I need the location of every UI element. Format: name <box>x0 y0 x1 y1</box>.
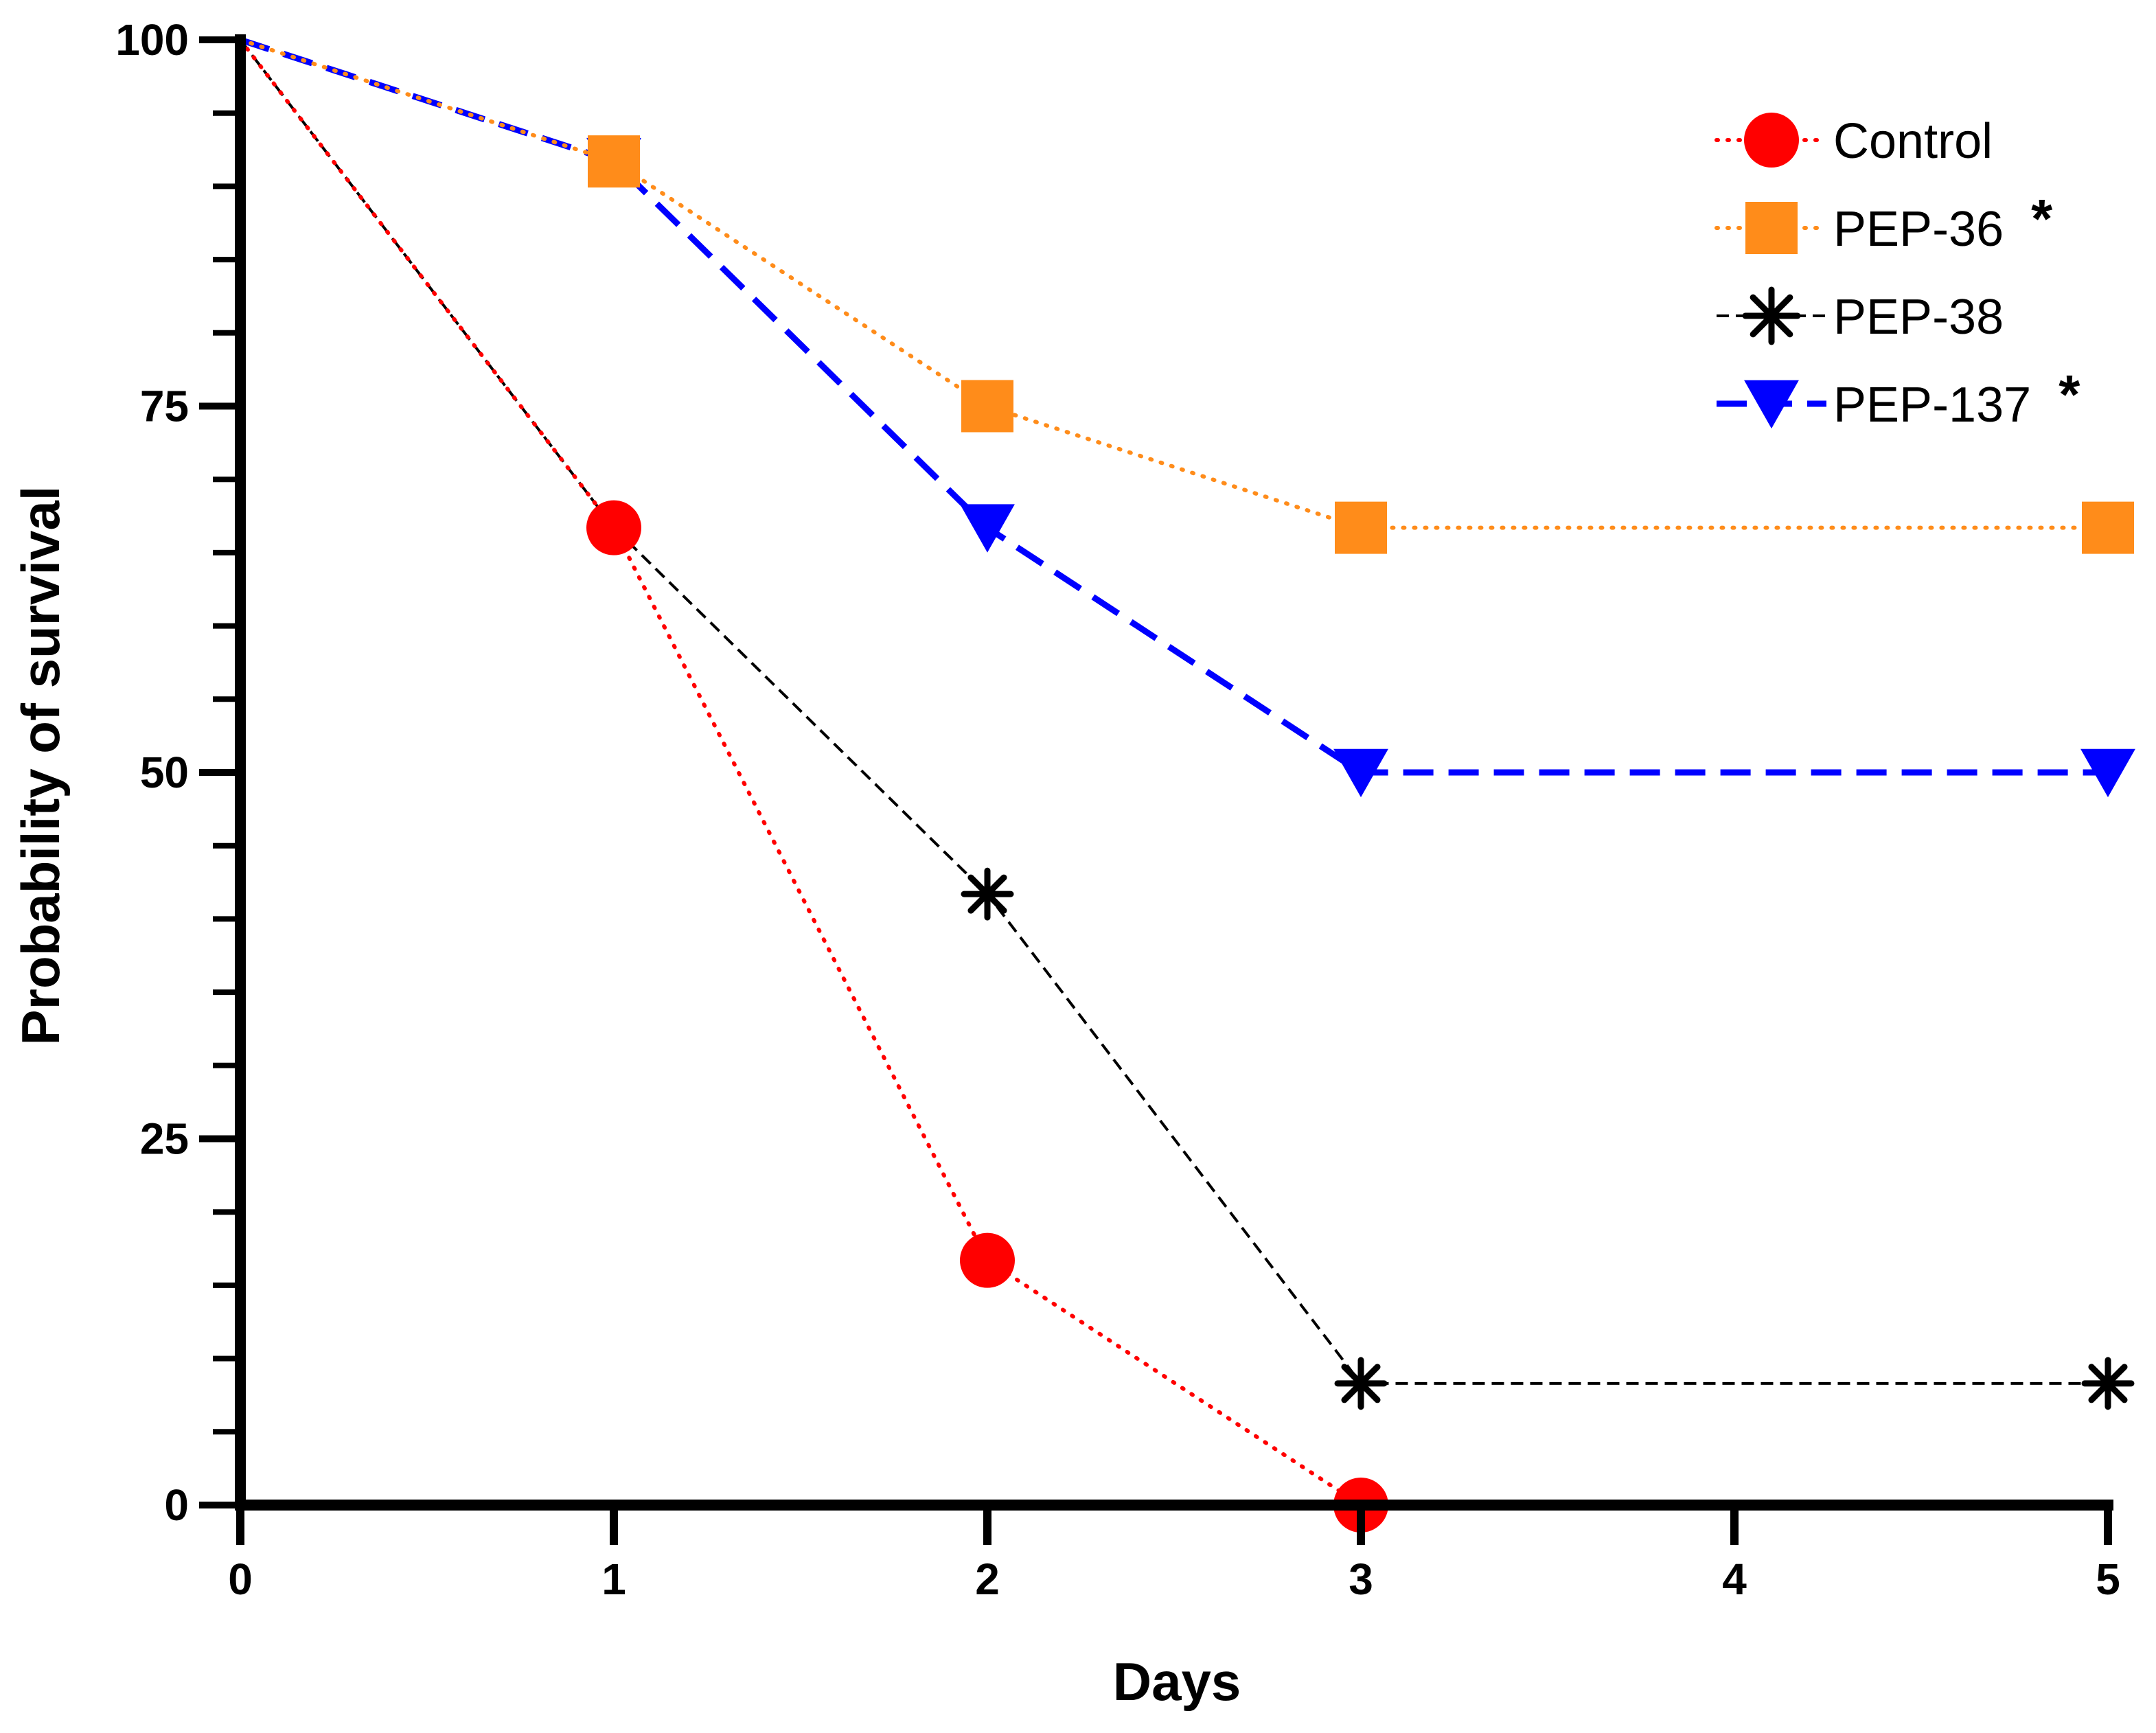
legend: Control PEP-36 * PEP-38 PEP-137 * <box>1715 113 2080 433</box>
legend-significance-pep-137: * <box>2058 364 2080 425</box>
legend-label-pep-137: PEP-137 <box>1833 378 2031 433</box>
legend-marker-control <box>1744 113 1799 168</box>
series-line-pep-38 <box>239 38 2108 1385</box>
data-point-control <box>586 500 641 555</box>
series-line-control <box>238 38 1363 1507</box>
legend-label-pep-38: PEP-38 <box>1833 290 2004 345</box>
legend-significance-pep-36: * <box>2031 188 2053 249</box>
x-axis-title: Days <box>1113 1651 1241 1712</box>
y-tick-label: 75 <box>140 382 189 431</box>
data-point-pep-38 <box>2081 1357 2135 1410</box>
x-tick-label: 2 <box>975 1554 1000 1604</box>
legend-marker-pep-36 <box>1745 202 1798 254</box>
x-tick-label: 5 <box>2096 1554 2120 1604</box>
data-point-pep-137 <box>960 504 1015 553</box>
x-tick-label: 4 <box>1722 1554 1747 1604</box>
legend-marker-pep-38 <box>1742 286 1801 345</box>
data-point-pep-36 <box>961 380 1013 433</box>
data-point-pep-36 <box>588 135 640 188</box>
y-tick-label: 25 <box>140 1114 189 1164</box>
y-tick-label: 0 <box>164 1480 189 1530</box>
data-point-control <box>960 1232 1015 1288</box>
x-tick-label: 3 <box>1349 1554 1373 1604</box>
data-point-pep-38 <box>1334 1357 1388 1410</box>
x-tick-label: 0 <box>228 1554 253 1604</box>
x-ticks: 0 1 2 3 4 5 <box>228 1505 2120 1604</box>
legend-marker-pep-137 <box>1744 380 1799 429</box>
data-point-pep-36 <box>2082 501 2134 554</box>
series-lines <box>238 36 2110 1507</box>
y-tick-label: 50 <box>140 748 189 797</box>
data-point-pep-36 <box>1335 501 1387 554</box>
x-tick-label: 1 <box>601 1554 626 1604</box>
y-axis-title: Probability of survival <box>10 486 71 1046</box>
series-line-pep-36 <box>238 38 2110 530</box>
data-point-pep-137 <box>1333 748 1388 798</box>
data-point-pep-38 <box>961 867 1014 921</box>
y-tick-label: 100 <box>115 15 189 65</box>
data-point-pep-137 <box>2080 748 2135 798</box>
y-ticks: 0 25 50 75 100 <box>115 15 240 1530</box>
legend-label-pep-36: PEP-36 <box>1833 202 2004 257</box>
series-markers <box>586 135 2135 1533</box>
legend-label-control: Control <box>1833 114 1993 169</box>
